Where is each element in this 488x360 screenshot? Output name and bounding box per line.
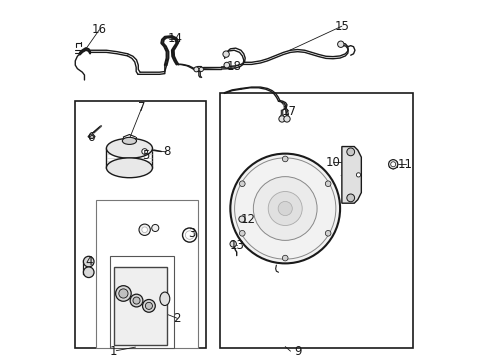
- Circle shape: [142, 300, 155, 312]
- Text: 15: 15: [334, 20, 348, 33]
- Circle shape: [390, 162, 395, 167]
- Ellipse shape: [122, 138, 136, 144]
- Text: 7: 7: [138, 101, 145, 114]
- Text: 18: 18: [226, 60, 241, 73]
- Text: 3: 3: [187, 227, 195, 240]
- Circle shape: [83, 267, 94, 278]
- Circle shape: [182, 228, 196, 242]
- Circle shape: [130, 294, 142, 307]
- Polygon shape: [88, 134, 95, 138]
- Circle shape: [234, 158, 335, 259]
- Circle shape: [142, 227, 147, 233]
- Circle shape: [268, 192, 302, 225]
- Circle shape: [133, 297, 140, 304]
- Circle shape: [151, 224, 159, 231]
- Text: 11: 11: [397, 158, 412, 171]
- Bar: [96, 200, 198, 348]
- Text: 14: 14: [167, 32, 183, 45]
- Ellipse shape: [160, 292, 169, 306]
- Circle shape: [223, 51, 229, 57]
- Circle shape: [142, 149, 147, 154]
- Circle shape: [115, 286, 131, 301]
- Text: 2: 2: [173, 312, 181, 325]
- Text: 1: 1: [109, 345, 117, 358]
- Polygon shape: [341, 147, 361, 203]
- Circle shape: [388, 159, 397, 169]
- Circle shape: [346, 148, 354, 156]
- Circle shape: [199, 67, 203, 72]
- Text: 9: 9: [293, 345, 301, 358]
- Circle shape: [356, 173, 360, 177]
- Circle shape: [282, 156, 287, 162]
- Bar: [110, 256, 173, 348]
- Ellipse shape: [106, 138, 152, 158]
- Circle shape: [346, 194, 354, 202]
- Circle shape: [253, 177, 316, 240]
- Circle shape: [145, 302, 152, 309]
- Text: 10: 10: [325, 156, 340, 169]
- Circle shape: [230, 154, 339, 264]
- Bar: [219, 94, 412, 348]
- Circle shape: [239, 230, 244, 236]
- Circle shape: [278, 116, 285, 122]
- Circle shape: [278, 202, 292, 216]
- Circle shape: [325, 230, 330, 236]
- Text: 4: 4: [85, 255, 92, 268]
- Circle shape: [193, 67, 199, 72]
- Circle shape: [185, 231, 193, 239]
- Text: 16: 16: [92, 23, 106, 36]
- Text: 12: 12: [240, 213, 255, 226]
- Circle shape: [224, 62, 229, 68]
- Circle shape: [283, 116, 289, 122]
- Text: 13: 13: [229, 239, 244, 252]
- Circle shape: [325, 181, 330, 186]
- Text: 17: 17: [281, 105, 296, 118]
- Text: 6: 6: [86, 131, 94, 144]
- Circle shape: [238, 216, 244, 222]
- Bar: [74, 100, 205, 348]
- Circle shape: [239, 181, 244, 186]
- Circle shape: [83, 256, 94, 267]
- Circle shape: [282, 255, 287, 261]
- Text: 5: 5: [142, 149, 149, 162]
- Circle shape: [337, 41, 343, 48]
- Circle shape: [139, 224, 150, 235]
- Circle shape: [229, 241, 236, 247]
- Circle shape: [119, 289, 128, 298]
- Text: 8: 8: [163, 145, 170, 158]
- Bar: [113, 267, 166, 345]
- Ellipse shape: [106, 158, 152, 178]
